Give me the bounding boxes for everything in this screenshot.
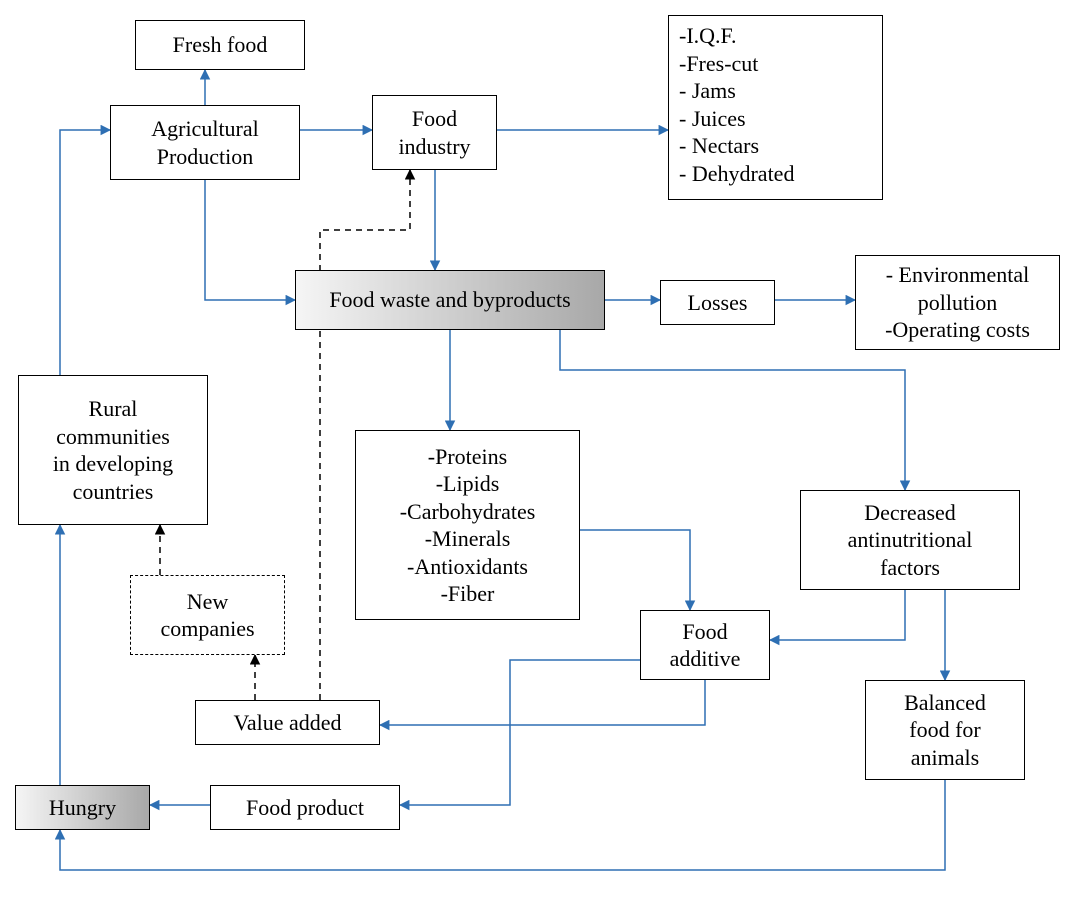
node-waste: Food waste and byproducts: [295, 270, 605, 330]
node-balanced: Balanced food for animals: [865, 680, 1025, 780]
node-agri: Agricultural Production: [110, 105, 300, 180]
node-new_co: New companies: [130, 575, 285, 655]
node-products: -I.Q.F. -Fres-cut - Jams - Juices - Nect…: [668, 15, 883, 200]
node-fresh_food: Fresh food: [135, 20, 305, 70]
edge-rural-to-agri: [60, 130, 110, 375]
edge-agri-to-waste: [205, 180, 295, 300]
node-nutrients: -Proteins -Lipids -Carbohydrates -Minera…: [355, 430, 580, 620]
node-value_added: Value added: [195, 700, 380, 745]
node-decreased: Decreased antinutritional factors: [800, 490, 1020, 590]
node-rural: Rural communities in developing countrie…: [18, 375, 208, 525]
edge-waste-to-decreased: [560, 330, 905, 490]
node-losses: Losses: [660, 280, 775, 325]
node-hungry: Hungry: [15, 785, 150, 830]
edge-additive-to-foodprod: [400, 660, 640, 805]
flowchart-canvas: Fresh food Agricultural Production Food in…: [0, 0, 1084, 908]
node-additive: Food additive: [640, 610, 770, 680]
node-food_prod: Food product: [210, 785, 400, 830]
node-env: - Environmental pollution -Operating cos…: [855, 255, 1060, 350]
edge-balanced-to-hungry: [60, 780, 945, 870]
edge-nutrients-to-additive: [580, 530, 690, 610]
node-food_ind: Food industry: [372, 95, 497, 170]
edge-additive-to-value: [380, 680, 705, 725]
edge-decreased-to-additive: [770, 590, 905, 640]
